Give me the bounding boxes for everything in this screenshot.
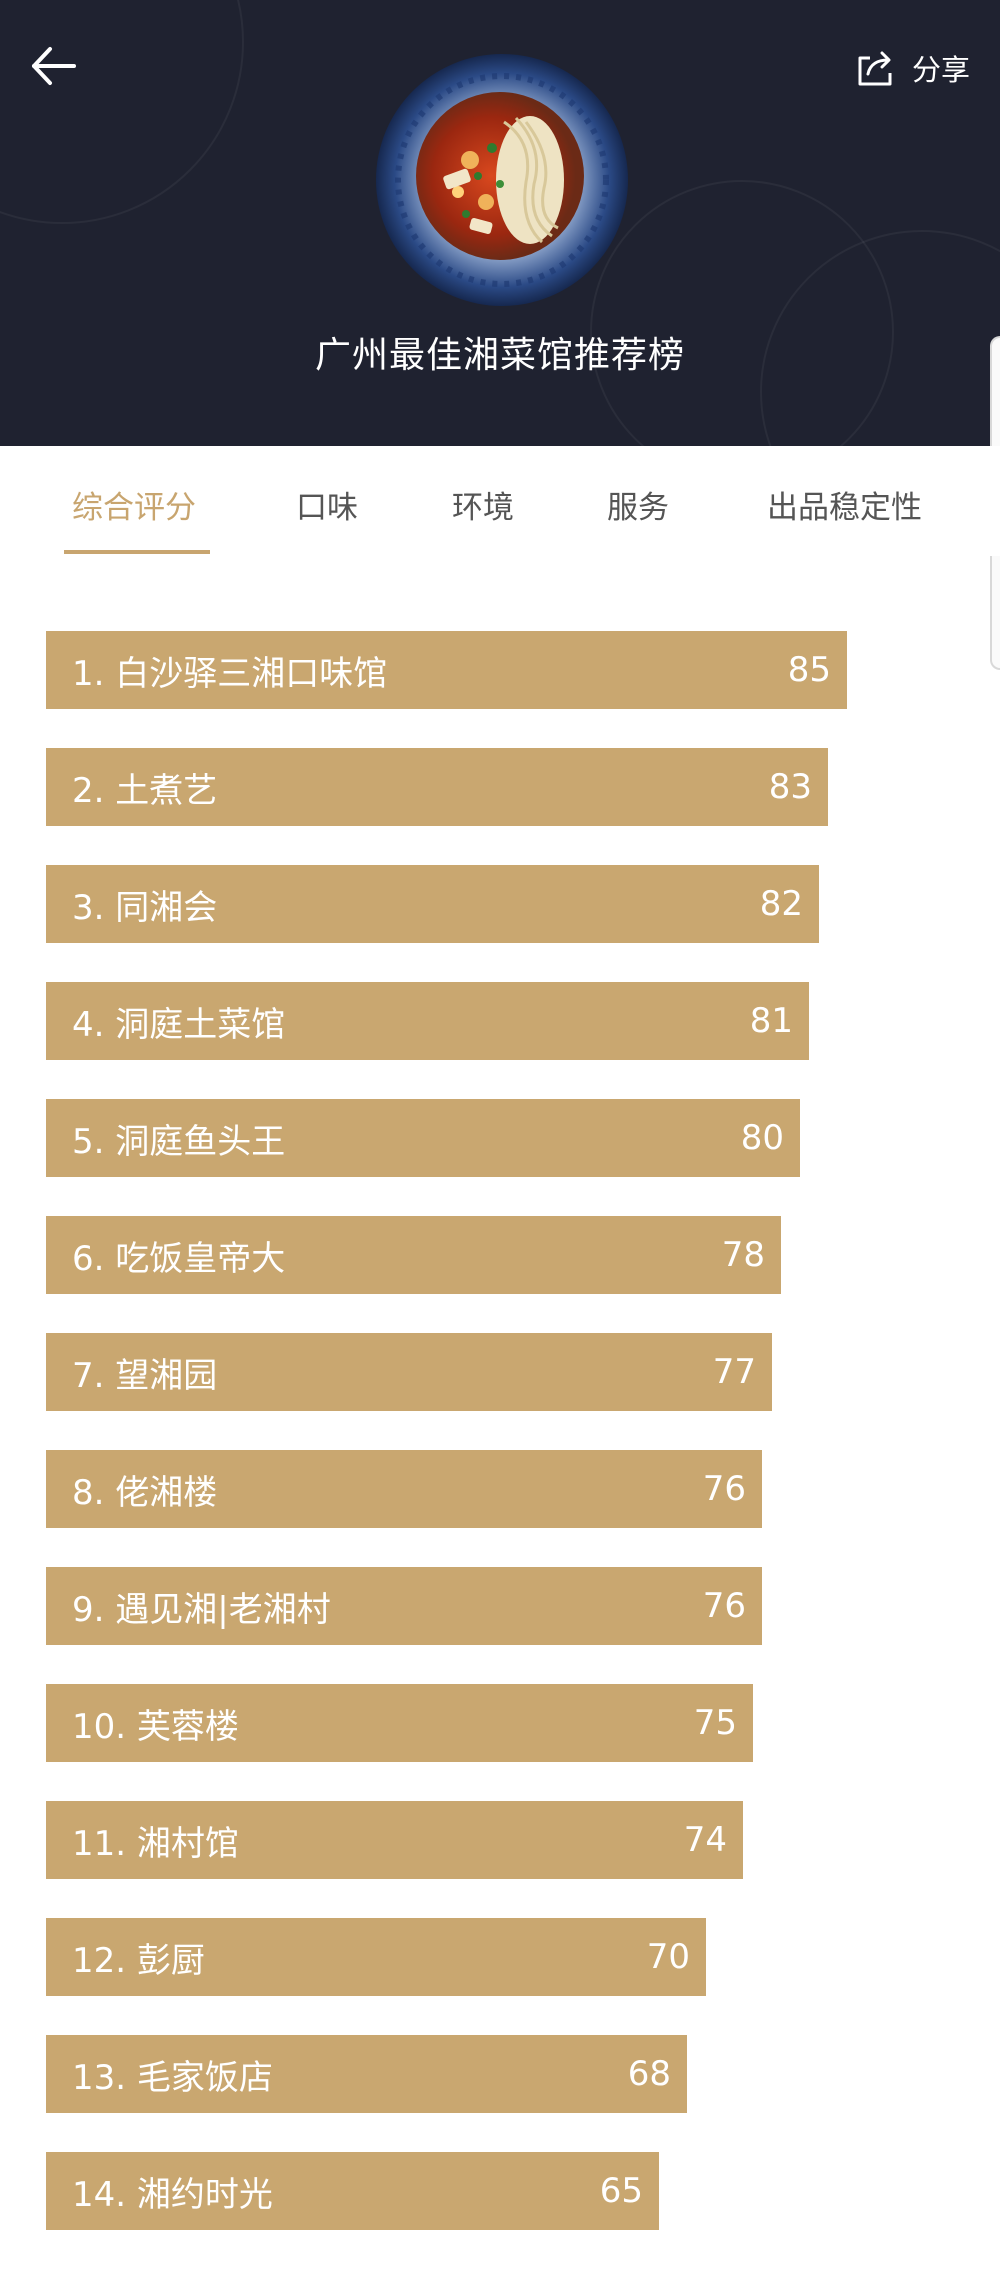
tab-consistency[interactable]: 出品稳定性: [767, 490, 922, 526]
ranking-row[interactable]: 11. 湘村馆 74: [46, 1801, 743, 1879]
ranking-row[interactable]: 6. 吃饭皇帝大 78: [46, 1216, 781, 1294]
share-button[interactable]: 分享: [854, 40, 970, 96]
restaurant-name: 3. 同湘会: [72, 887, 218, 928]
ranking-row[interactable]: 12. 彭厨 70: [46, 1918, 706, 1996]
restaurant-score: 81: [749, 1001, 793, 1041]
ranking-row[interactable]: 13. 毛家饭店 68: [46, 2035, 687, 2113]
tab-service[interactable]: 服务: [607, 490, 669, 526]
ranking-row[interactable]: 8. 佬湘楼 76: [46, 1450, 762, 1528]
restaurant-name: 2. 土煮艺: [72, 770, 218, 811]
ranking-row[interactable]: 2. 土煮艺 83: [46, 748, 828, 826]
restaurant-score: 76: [702, 1469, 746, 1509]
ranking-row[interactable]: 1. 白沙驿三湘口味馆 85: [46, 631, 847, 709]
page-title: 广州最佳湘菜馆推荐榜: [314, 335, 685, 376]
restaurant-score: 85: [787, 650, 831, 690]
restaurant-name: 4. 洞庭土菜馆: [72, 1004, 286, 1045]
restaurant-name: 13. 毛家饭店: [72, 2057, 273, 2098]
ranking-row[interactable]: 7. 望湘园 77: [46, 1333, 772, 1411]
restaurant-name: 1. 白沙驿三湘口味馆: [72, 653, 388, 694]
restaurant-score: 78: [721, 1235, 765, 1275]
ranking-row[interactable]: 10. 芙蓉楼 75: [46, 1684, 753, 1762]
tab-environment[interactable]: 环境: [452, 490, 514, 526]
restaurant-score: 80: [740, 1118, 784, 1158]
active-tab-indicator: [64, 550, 210, 554]
ranking-row[interactable]: 14. 湘约时光 65: [46, 2152, 659, 2230]
header: 分享 广州最: [0, 0, 1000, 446]
restaurant-score: 83: [768, 767, 812, 807]
restaurant-name: 7. 望湘园: [72, 1355, 218, 1396]
dish-image: [376, 54, 628, 306]
header-decoration: [0, 0, 244, 224]
restaurant-name: 8. 佬湘楼: [72, 1472, 218, 1513]
ranking-row[interactable]: 3. 同湘会 82: [46, 865, 819, 943]
restaurant-score: 75: [693, 1703, 737, 1743]
restaurant-score: 68: [627, 2054, 671, 2094]
restaurant-name: 14. 湘约时光: [72, 2174, 273, 2215]
restaurant-name: 9. 遇见湘|老湘村: [72, 1589, 331, 1630]
restaurant-score: 77: [712, 1352, 756, 1392]
ranking-row[interactable]: 9. 遇见湘|老湘村 76: [46, 1567, 762, 1645]
restaurant-score: 82: [759, 884, 803, 924]
arrow-left-icon: [32, 47, 76, 85]
share-icon: [858, 51, 892, 86]
tab-taste[interactable]: 口味: [296, 490, 358, 526]
restaurant-name: 10. 芙蓉楼: [72, 1706, 239, 1747]
restaurant-score: 70: [646, 1937, 690, 1977]
restaurant-name: 11. 湘村馆: [72, 1823, 239, 1864]
restaurant-score: 65: [599, 2171, 643, 2211]
restaurant-score: 74: [683, 1820, 727, 1860]
share-label: 分享: [911, 53, 970, 87]
tab-overall-score[interactable]: 综合评分: [72, 490, 196, 526]
ranking-row[interactable]: 4. 洞庭土菜馆 81: [46, 982, 809, 1060]
restaurant-name: 5. 洞庭鱼头王: [72, 1121, 286, 1162]
restaurant-name: 12. 彭厨: [72, 1940, 205, 1981]
restaurant-score: 76: [702, 1586, 746, 1626]
back-button[interactable]: [26, 36, 86, 96]
ranking-list: 1. 白沙驿三湘口味馆 85 2. 土煮艺 83 3. 同湘会 82 4. 洞庭土菜馆 81 5…: [46, 631, 946, 2269]
tab-bar: 综合评分 口味 环境 服务 出品稳定性: [0, 446, 1000, 556]
ranking-row[interactable]: 5. 洞庭鱼头王 80: [46, 1099, 800, 1177]
restaurant-name: 6. 吃饭皇帝大: [72, 1238, 286, 1279]
